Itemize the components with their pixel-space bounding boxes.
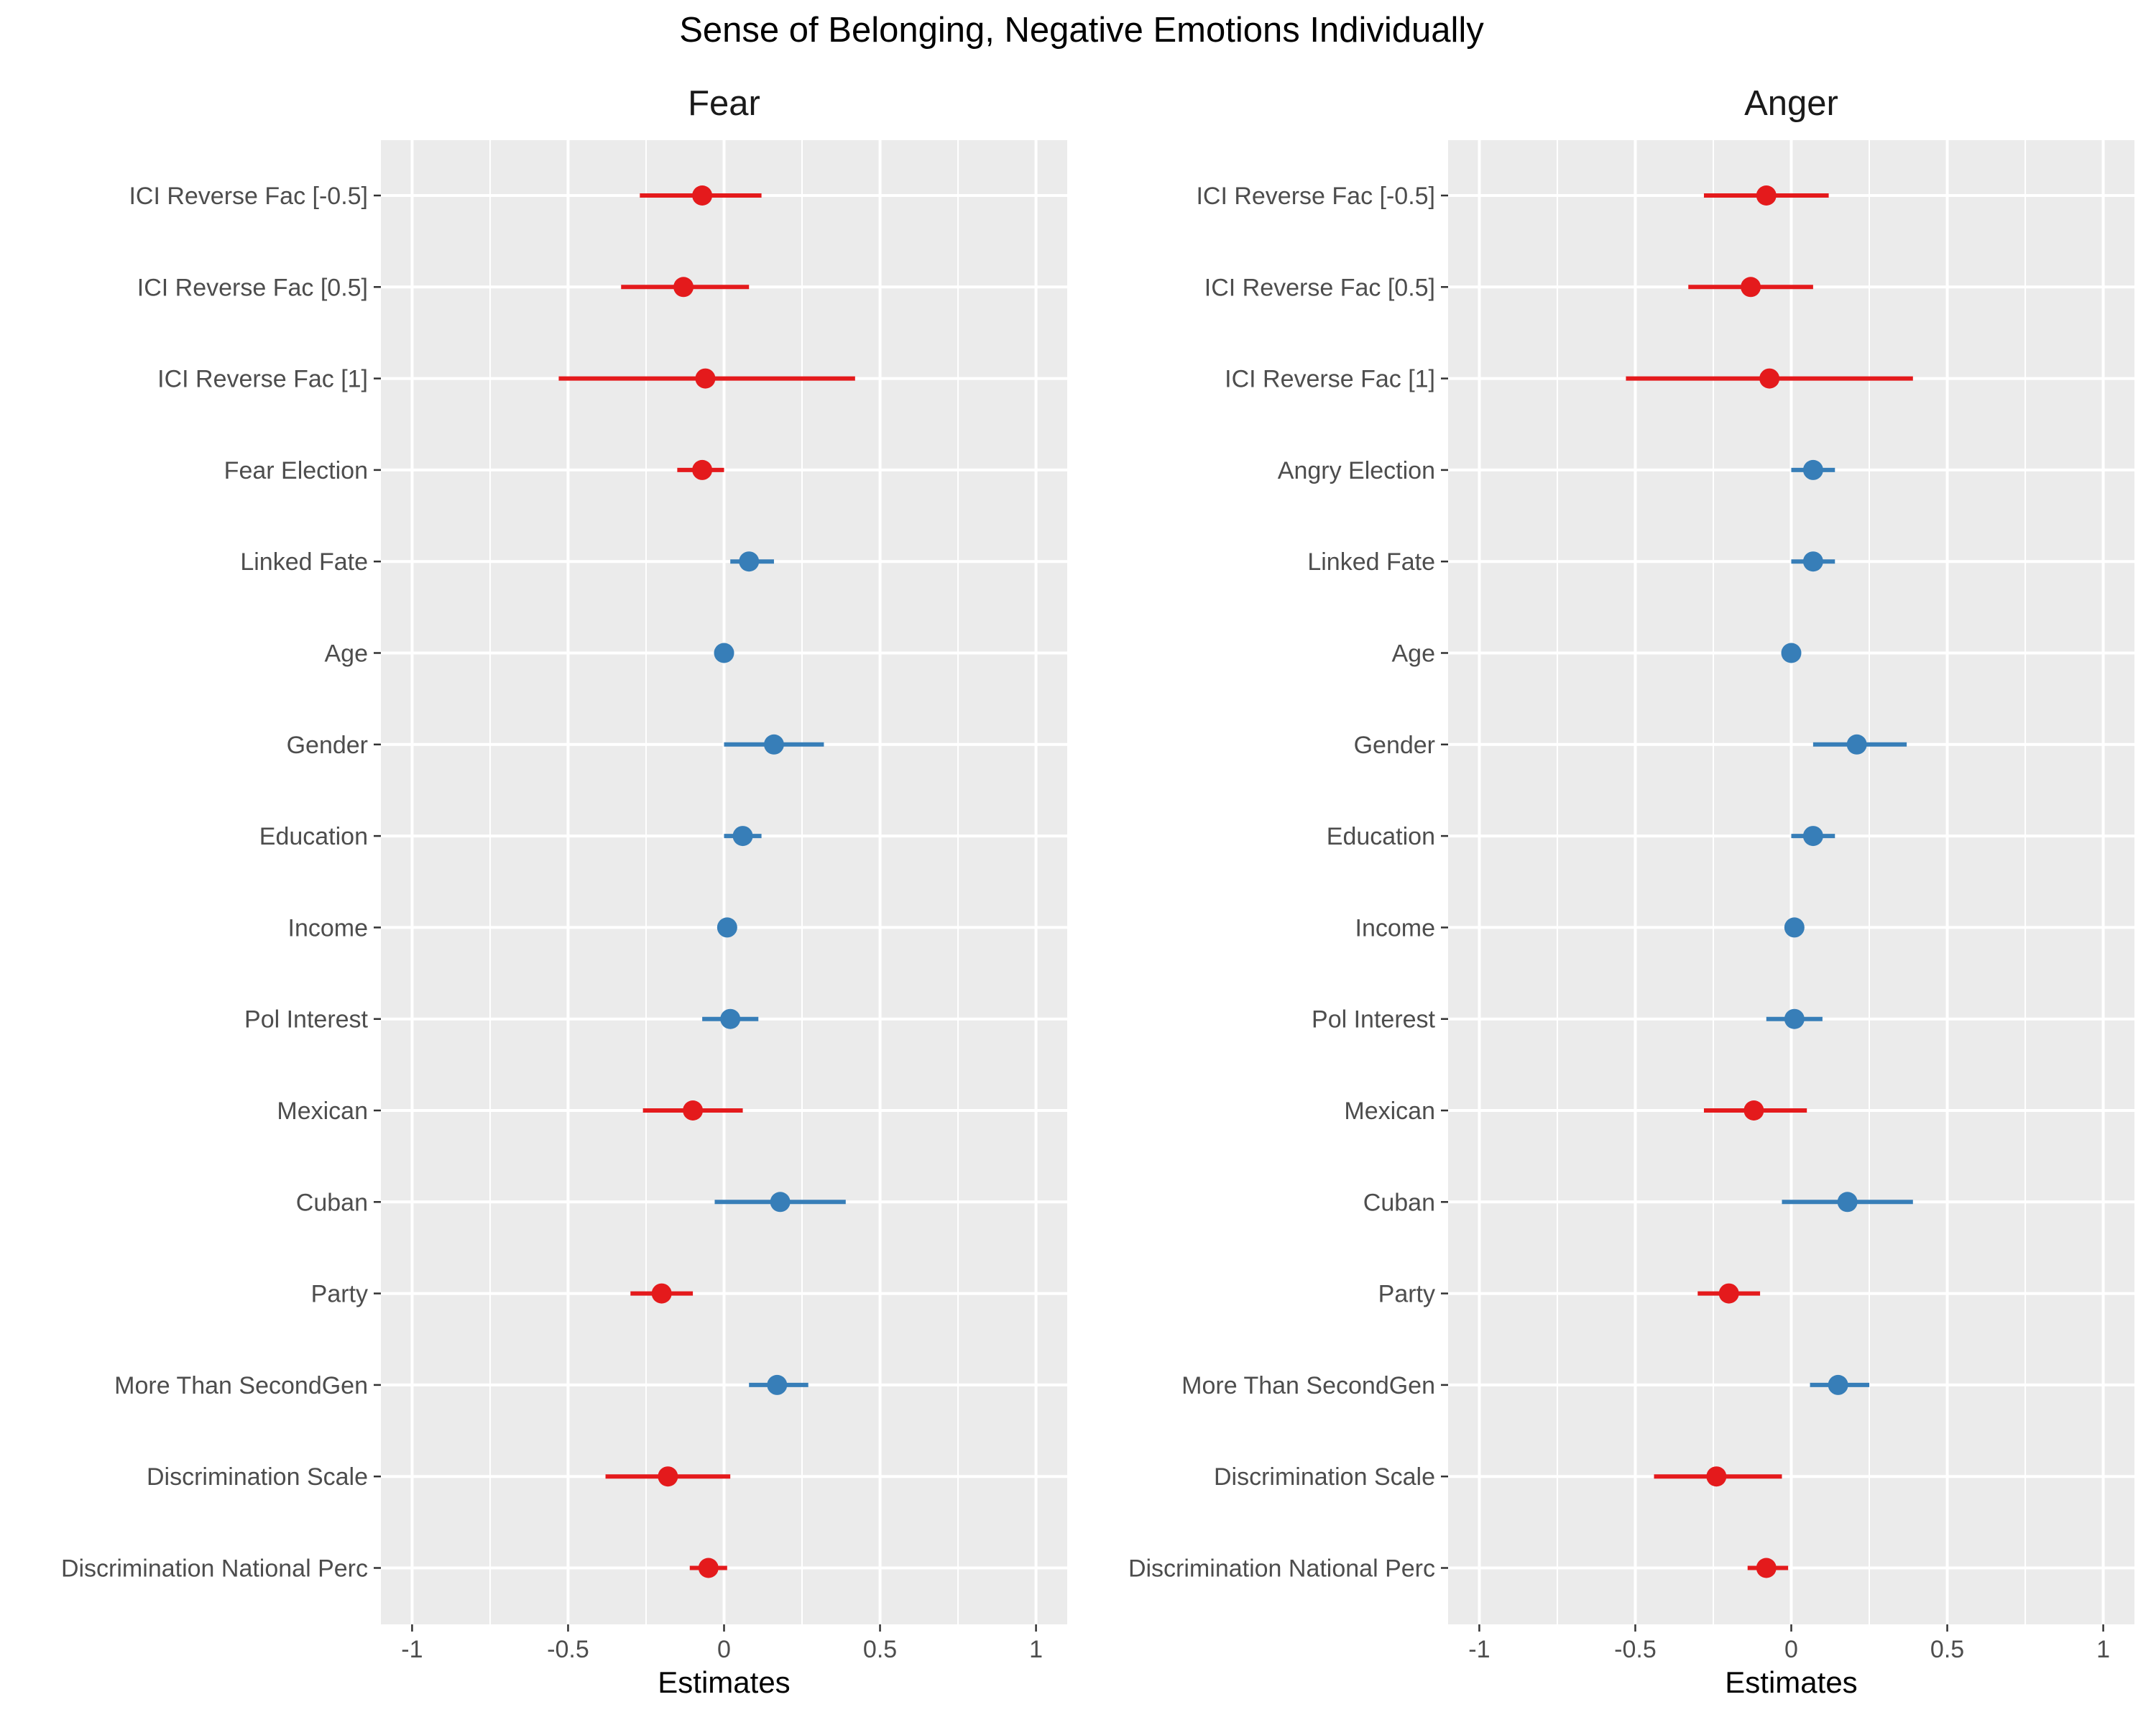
y-tick-label: Age — [325, 640, 369, 668]
point-estimate — [739, 551, 760, 572]
y-tick-label: Linked Fate — [240, 548, 368, 576]
point-estimate — [651, 1283, 672, 1304]
y-tick-label: Angry Election — [1278, 457, 1435, 484]
point-estimate — [1718, 1283, 1739, 1304]
y-tick-label: Gender — [287, 732, 368, 759]
y-tick-label: More Than SecondGen — [1181, 1372, 1435, 1399]
panel-anger: ICI Reverse Fac [-0.5] ICI Reverse Fac [0… — [1128, 84, 2134, 1699]
y-tick-label: More Than SecondGen — [114, 1372, 368, 1399]
point-estimate — [770, 1192, 791, 1213]
x-tick-label: -0.5 — [547, 1636, 589, 1663]
y-tick-label: Mexican — [277, 1098, 368, 1125]
y-tick-label: Education — [1327, 823, 1435, 850]
y-tick-label: Gender — [1354, 732, 1435, 759]
x-tick-label: -0.5 — [1614, 1636, 1657, 1663]
x-tick-label: -1 — [401, 1636, 423, 1663]
point-estimate — [1802, 551, 1823, 572]
point-estimate — [1784, 1008, 1805, 1029]
point-estimate — [1706, 1466, 1727, 1487]
point-estimate — [1756, 185, 1777, 206]
x-tick-label: 0 — [717, 1636, 731, 1663]
y-tick-label: ICI Reverse Fac [-0.5] — [1196, 183, 1435, 210]
y-tick-label: Age — [1392, 640, 1436, 668]
panel-title: Anger — [1744, 84, 1838, 123]
point-estimate — [732, 826, 753, 847]
point-estimate — [1802, 826, 1823, 847]
y-tick-label: ICI Reverse Fac [0.5] — [137, 274, 368, 301]
point-estimate — [683, 1100, 704, 1121]
panel-title: Fear — [688, 84, 760, 123]
y-tick-label: Discrimination National Perc — [1128, 1555, 1435, 1583]
point-estimate — [1741, 277, 1761, 298]
y-tick-label: Mexican — [1344, 1098, 1435, 1125]
panel-fear: ICI Reverse Fac [-0.5] ICI Reverse Fac [0… — [61, 84, 1067, 1699]
y-tick-label: ICI Reverse Fac [1] — [157, 366, 368, 393]
point-estimate — [1756, 1558, 1777, 1578]
x-tick-label: -1 — [1468, 1636, 1490, 1663]
point-estimate — [767, 1374, 788, 1395]
y-tick-label: Discrimination National Perc — [61, 1555, 368, 1583]
y-tick-label: Discrimination Scale — [1214, 1463, 1435, 1491]
point-estimate — [692, 185, 713, 206]
figure-title: Sense of Belonging, Negative Emotions In… — [679, 11, 1484, 50]
x-tick-label: 1 — [2096, 1636, 2110, 1663]
y-tick-label: Pol Interest — [244, 1006, 369, 1034]
point-estimate — [763, 734, 784, 755]
point-estimate — [1743, 1100, 1764, 1121]
point-estimate — [1837, 1192, 1858, 1213]
panels: ICI Reverse Fac [-0.5] ICI Reverse Fac [0… — [61, 84, 2134, 1699]
y-tick-label: Pol Interest — [1312, 1006, 1436, 1034]
y-tick-label: ICI Reverse Fac [-0.5] — [129, 183, 368, 210]
y-tick-label: Cuban — [296, 1189, 368, 1216]
y-tick-label: Linked Fate — [1307, 548, 1435, 576]
point-estimate — [1846, 734, 1867, 755]
x-tick-label: 0 — [1784, 1636, 1798, 1663]
point-estimate — [692, 459, 713, 480]
point-estimate — [695, 368, 716, 389]
point-estimate — [714, 643, 734, 663]
y-tick-label: ICI Reverse Fac [1] — [1225, 366, 1435, 393]
x-tick-label: 0.5 — [863, 1636, 897, 1663]
y-tick-label: Income — [288, 914, 369, 942]
point-estimate — [1828, 1374, 1848, 1395]
y-tick-label: Party — [311, 1281, 368, 1308]
point-estimate — [720, 1008, 741, 1029]
x-tick-label: 0.5 — [1930, 1636, 1964, 1663]
point-estimate — [1802, 459, 1823, 480]
y-tick-label: Party — [1378, 1281, 1435, 1308]
point-estimate — [1781, 643, 1802, 663]
x-tick-label: 1 — [1029, 1636, 1043, 1663]
point-estimate — [1759, 368, 1780, 389]
y-tick-label: Discrimination Scale — [147, 1463, 368, 1491]
y-tick-label: ICI Reverse Fac [0.5] — [1204, 274, 1435, 301]
y-tick-label: Income — [1355, 914, 1436, 942]
point-estimate — [1784, 917, 1805, 938]
point-estimate — [698, 1558, 719, 1578]
y-tick-label: Cuban — [1363, 1189, 1435, 1216]
y-tick-label: Fear Election — [224, 457, 368, 484]
x-axis-title: Estimates — [658, 1665, 790, 1699]
point-estimate — [717, 917, 737, 938]
x-axis-title: Estimates — [1725, 1665, 1857, 1699]
point-estimate — [658, 1466, 678, 1487]
y-tick-label: Education — [259, 823, 368, 850]
point-estimate — [673, 277, 694, 298]
